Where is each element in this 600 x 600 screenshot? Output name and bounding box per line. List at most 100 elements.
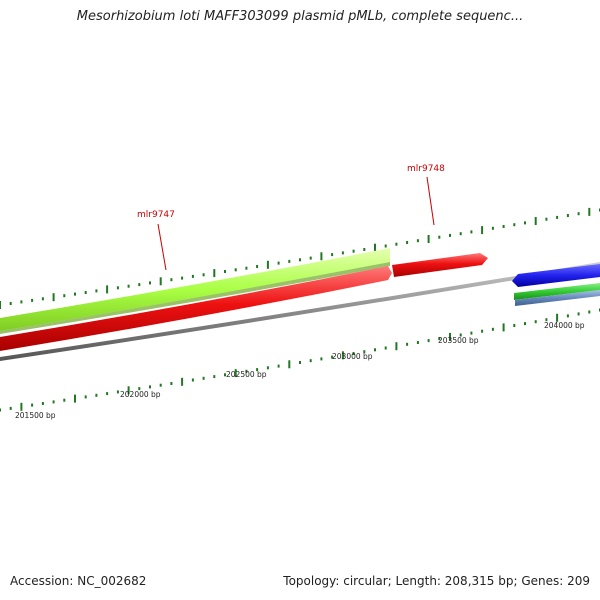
minor-tick bbox=[459, 333, 462, 337]
minor-tick bbox=[159, 383, 162, 387]
minor-tick bbox=[138, 283, 141, 287]
major-tick bbox=[159, 277, 162, 286]
minor-tick bbox=[277, 261, 280, 265]
minor-tick bbox=[299, 258, 301, 262]
gene-arrow-mlr9747[interactable] bbox=[0, 266, 392, 351]
minor-tick bbox=[309, 359, 312, 363]
minor-tick bbox=[545, 318, 548, 322]
minor-tick bbox=[191, 378, 194, 382]
major-tick bbox=[266, 260, 269, 269]
minor-tick bbox=[9, 406, 12, 410]
major-tick bbox=[234, 369, 237, 378]
minor-tick bbox=[224, 373, 226, 377]
minor-tick bbox=[138, 387, 141, 391]
feature-blue[interactable] bbox=[512, 264, 600, 287]
genome-summary: Topology: circular; Length: 208,315 bp; … bbox=[283, 574, 590, 588]
minor-tick bbox=[41, 297, 44, 301]
minor-tick bbox=[395, 242, 398, 246]
scale-label: 202500 bp bbox=[226, 370, 267, 379]
minor-tick bbox=[84, 291, 87, 294]
major-tick bbox=[481, 226, 484, 235]
minor-tick bbox=[513, 324, 516, 327]
scale-label: 203500 bp bbox=[438, 336, 479, 345]
major-tick bbox=[502, 323, 505, 332]
minor-tick bbox=[427, 339, 430, 343]
minor-tick bbox=[63, 294, 66, 298]
minor-tick bbox=[449, 233, 451, 237]
minor-tick bbox=[491, 226, 494, 230]
minor-tick bbox=[470, 230, 473, 234]
minor-tick bbox=[438, 337, 441, 341]
minor-tick bbox=[556, 215, 559, 219]
scale-label: 202000 bp bbox=[120, 390, 161, 399]
gene-label-mlr9747[interactable]: mlr9747 bbox=[137, 210, 175, 220]
genome-backbone bbox=[0, 262, 600, 361]
minor-tick bbox=[149, 385, 151, 389]
major-tick bbox=[52, 293, 55, 302]
minor-tick bbox=[566, 314, 569, 318]
minor-tick bbox=[341, 251, 344, 255]
gene-pointer-mlr9747 bbox=[157, 223, 167, 271]
minor-tick bbox=[406, 342, 409, 346]
minor-tick bbox=[438, 235, 441, 239]
minor-tick bbox=[181, 276, 184, 280]
minor-tick bbox=[245, 369, 248, 373]
minor-tick bbox=[384, 244, 387, 248]
minor-tick bbox=[41, 402, 44, 405]
minor-tick bbox=[459, 232, 462, 236]
minor-tick bbox=[352, 249, 355, 253]
major-tick bbox=[213, 269, 216, 278]
minor-tick bbox=[95, 289, 98, 293]
minor-tick bbox=[116, 286, 119, 290]
minor-tick bbox=[170, 278, 173, 282]
minor-tick bbox=[31, 298, 34, 302]
minor-tick bbox=[256, 368, 259, 372]
minor-tick bbox=[256, 265, 259, 268]
feature-steel[interactable] bbox=[515, 290, 600, 306]
minor-tick bbox=[84, 395, 87, 399]
minor-tick bbox=[106, 392, 109, 396]
minor-tick bbox=[127, 284, 130, 288]
major-tick bbox=[20, 402, 23, 411]
feature-green[interactable] bbox=[514, 283, 600, 300]
minor-tick bbox=[416, 341, 419, 344]
major-tick bbox=[181, 377, 184, 386]
minor-tick bbox=[31, 403, 34, 407]
gene-label-mlr9748[interactable]: mlr9748 bbox=[407, 164, 445, 174]
minor-tick bbox=[545, 217, 548, 221]
minor-tick bbox=[384, 346, 387, 350]
major-tick bbox=[556, 313, 559, 322]
minor-tick bbox=[234, 268, 237, 272]
minor-tick bbox=[470, 331, 473, 335]
minor-tick bbox=[224, 270, 226, 273]
minor-tick bbox=[363, 350, 366, 354]
minor-tick bbox=[524, 221, 526, 225]
minor-tick bbox=[363, 248, 366, 251]
outer-scale-ticks bbox=[0, 207, 600, 309]
minor-tick bbox=[502, 225, 505, 228]
gene-pointer-mlr9748 bbox=[426, 176, 435, 226]
major-tick bbox=[106, 285, 109, 294]
scale-label: 201500 bp bbox=[15, 411, 56, 420]
scale-label: 203000 bp bbox=[332, 352, 373, 361]
major-tick bbox=[288, 360, 291, 369]
minor-tick bbox=[566, 214, 569, 217]
major-tick bbox=[0, 301, 1, 309]
feature-band-lime bbox=[0, 248, 390, 331]
minor-tick bbox=[331, 253, 334, 257]
major-tick bbox=[374, 243, 376, 252]
minor-tick bbox=[116, 390, 119, 394]
minor-tick bbox=[416, 239, 419, 243]
minor-tick bbox=[202, 273, 205, 277]
minor-tick bbox=[63, 398, 66, 402]
minor-tick bbox=[309, 256, 312, 260]
gene-arrow-mlr9748[interactable] bbox=[392, 253, 488, 277]
minor-tick bbox=[20, 300, 23, 304]
minor-tick bbox=[406, 241, 409, 244]
minor-tick bbox=[588, 310, 591, 314]
minor-tick bbox=[277, 364, 280, 368]
minor-tick bbox=[374, 348, 376, 352]
minor-tick bbox=[352, 352, 355, 355]
minor-tick bbox=[534, 320, 537, 324]
minor-tick bbox=[149, 281, 151, 285]
